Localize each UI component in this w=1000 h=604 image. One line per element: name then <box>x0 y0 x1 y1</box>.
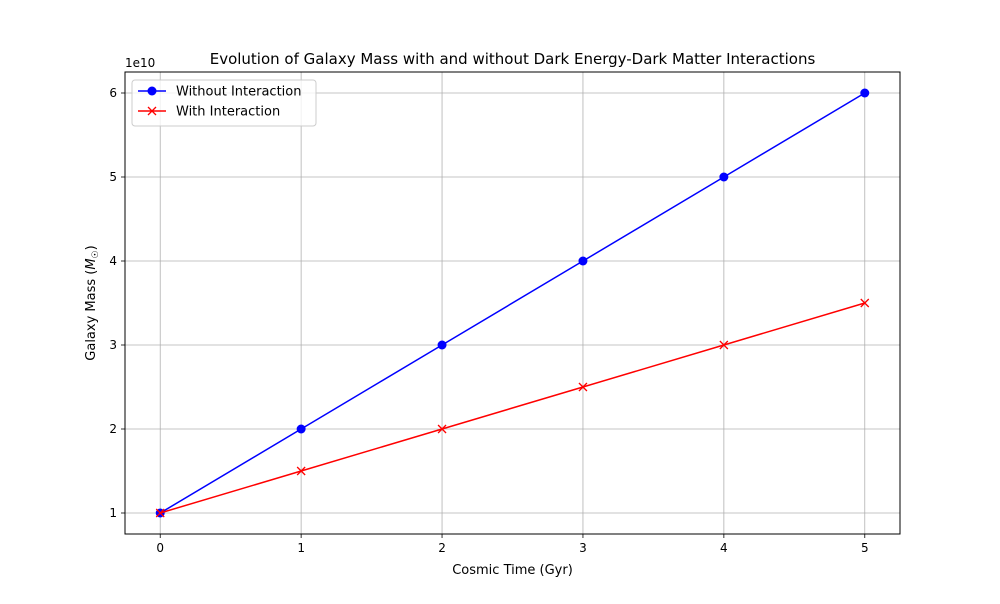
y-axis-label-close: ) <box>84 245 99 250</box>
series-layer <box>155 88 870 518</box>
legend-marker-x <box>147 106 157 116</box>
series-with-interaction <box>155 298 870 518</box>
x-axis-ticks: 0 1 2 3 4 5 <box>156 534 869 555</box>
chart-title: Evolution of Galaxy Mass with and withou… <box>210 50 816 68</box>
legend-label: With Interaction <box>176 105 280 120</box>
x-tick-label: 3 <box>579 541 587 555</box>
data-point-x <box>437 424 447 434</box>
data-point-x <box>296 466 306 476</box>
legend-box <box>131 79 317 127</box>
legend-label: Without Interaction <box>176 85 301 100</box>
y-tick-label: 4 <box>109 254 117 268</box>
data-point-x <box>860 298 870 308</box>
x-axis-label: Cosmic Time (Gyr) <box>452 563 573 578</box>
data-point-circle <box>437 340 447 350</box>
y-tick-label: 5 <box>109 170 117 184</box>
y-tick-label: 2 <box>109 422 117 436</box>
y-axis-label-symbol: M <box>84 258 99 269</box>
series-line <box>159 92 866 514</box>
y-axis-label-subscript: ☉ <box>91 250 101 258</box>
data-point-circle <box>578 256 588 266</box>
legend-item-without-interaction: Without Interaction <box>138 85 301 100</box>
y-axis-label-text: Galaxy Mass ( <box>84 270 99 361</box>
data-point-x <box>155 508 165 518</box>
x-tick-label: 5 <box>861 541 869 555</box>
grid-lines <box>125 72 900 534</box>
y-tick-label: 1 <box>109 506 117 520</box>
y-tick-label: 3 <box>109 338 117 352</box>
y-tick-label: 6 <box>109 86 117 100</box>
x-tick-label: 4 <box>720 541 728 555</box>
data-point-x <box>578 382 588 392</box>
data-point-circle <box>860 88 870 98</box>
x-tick-label: 2 <box>438 541 446 555</box>
y-axis-ticks: 1 2 3 4 5 6 <box>109 86 125 520</box>
legend: Without Interaction With Interaction <box>131 79 317 127</box>
series-line <box>160 302 865 514</box>
legend-marker-circle <box>147 86 157 96</box>
data-point-circle <box>719 172 729 182</box>
y-axis-offset-label: 1e10 <box>125 56 155 70</box>
plot-frame <box>124 71 901 535</box>
legend-item-with-interaction: With Interaction <box>138 105 280 120</box>
y-axis-label: Galaxy Mass (M☉) <box>84 245 101 360</box>
data-point-circle <box>296 424 306 434</box>
x-tick-label: 0 <box>156 541 164 555</box>
data-point-x <box>719 340 729 350</box>
x-tick-label: 1 <box>297 541 305 555</box>
